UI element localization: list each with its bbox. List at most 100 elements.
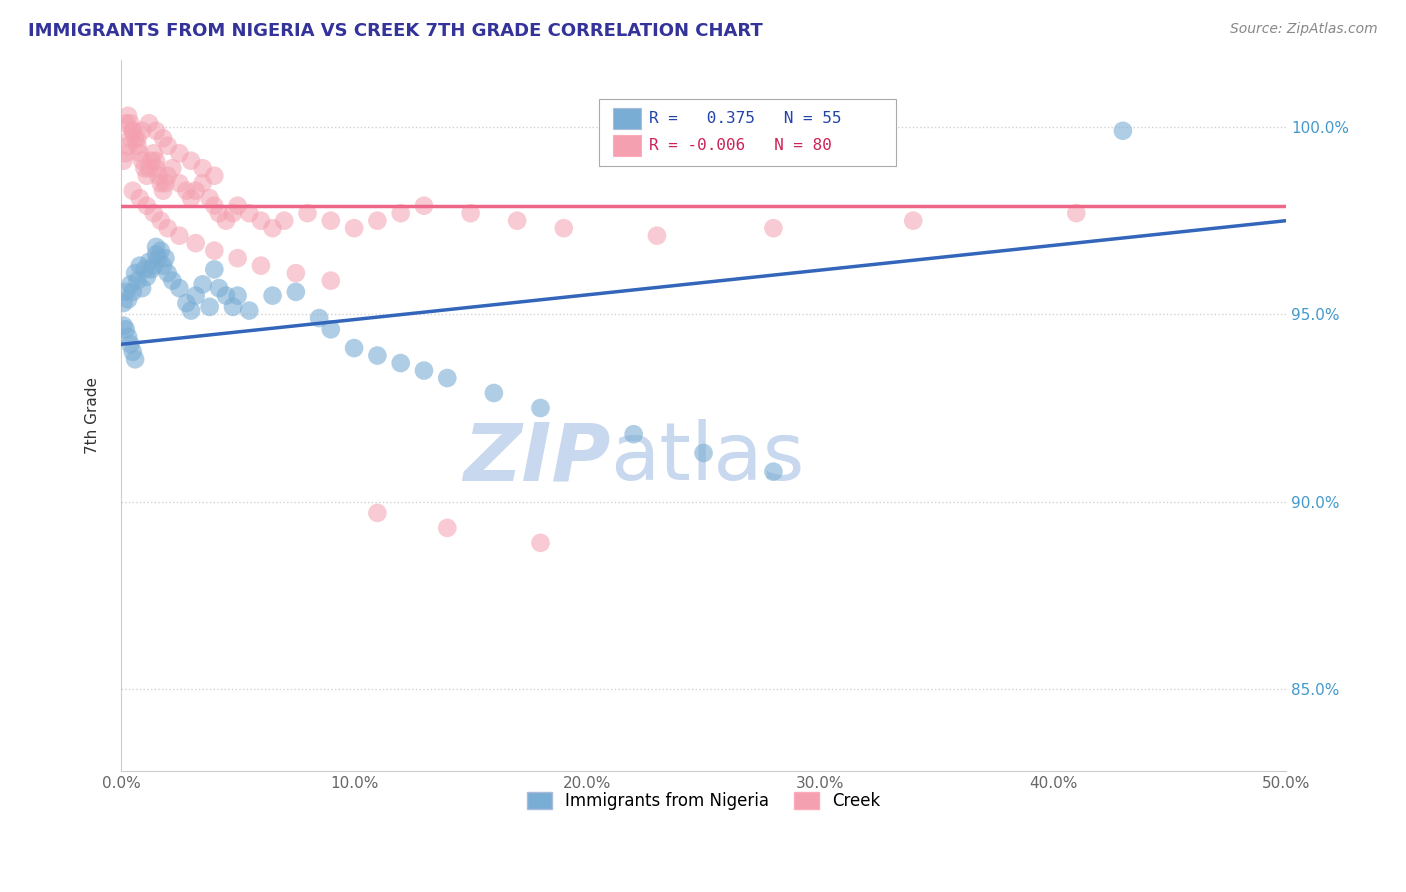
FancyBboxPatch shape (613, 135, 641, 156)
Point (215, 288, 238, 302)
Point (145, 247, 167, 261)
Point (155, 251, 177, 265)
Point (343, 341, 366, 355)
Point (262, 221, 284, 235)
Point (112, 153, 135, 168)
Point (145, 124, 167, 138)
Point (202, 199, 225, 213)
Point (120, 131, 142, 145)
Point (152, 184, 174, 198)
Point (180, 191, 202, 205)
Point (184, 236, 207, 251)
Point (127, 131, 149, 145)
Point (762, 221, 785, 235)
Point (134, 262, 156, 277)
Point (482, 386, 505, 401)
Point (208, 206, 231, 220)
Point (117, 138, 139, 153)
Point (127, 138, 149, 153)
Text: R = -0.006   N = 80: R = -0.006 N = 80 (648, 138, 832, 153)
Text: R =   0.375   N = 55: R = 0.375 N = 55 (648, 112, 841, 126)
Point (226, 251, 249, 265)
Point (529, 536, 551, 550)
Point (131, 124, 153, 138)
Point (142, 146, 165, 161)
Point (120, 337, 142, 351)
Point (180, 153, 202, 168)
Point (366, 349, 388, 363)
Point (436, 371, 458, 385)
FancyBboxPatch shape (613, 108, 641, 129)
Point (215, 213, 238, 227)
Point (529, 401, 551, 415)
Point (413, 363, 436, 377)
Text: IMMIGRANTS FROM NIGERIA VS CREEK 7TH GRADE CORRELATION CHART: IMMIGRANTS FROM NIGERIA VS CREEK 7TH GRA… (28, 22, 763, 40)
Point (114, 146, 136, 161)
Point (191, 161, 214, 176)
Legend: Immigrants from Nigeria, Creek: Immigrants from Nigeria, Creek (520, 785, 887, 816)
Point (180, 303, 202, 318)
Point (222, 206, 245, 220)
Point (149, 213, 172, 227)
Point (1112, 124, 1135, 138)
Text: ZIP: ZIP (463, 419, 610, 497)
Point (114, 322, 136, 336)
Point (903, 213, 925, 227)
Point (141, 262, 163, 277)
Point (145, 161, 167, 176)
Point (208, 281, 231, 295)
Text: atlas: atlas (610, 419, 804, 497)
Point (145, 153, 167, 168)
Point (623, 427, 645, 442)
Point (124, 352, 146, 367)
Point (128, 146, 150, 161)
Point (319, 274, 342, 288)
Point (366, 506, 388, 520)
Point (436, 521, 458, 535)
Point (692, 446, 714, 460)
Point (366, 213, 388, 227)
Point (198, 191, 221, 205)
Point (121, 124, 143, 138)
Point (117, 109, 139, 123)
Point (156, 138, 179, 153)
Point (135, 199, 157, 213)
Point (202, 262, 225, 277)
Point (1064, 206, 1087, 220)
Point (162, 274, 184, 288)
Point (176, 296, 198, 310)
Point (120, 116, 142, 130)
Point (319, 322, 342, 336)
Point (238, 303, 260, 318)
Point (319, 213, 342, 227)
Point (141, 153, 163, 168)
Point (128, 191, 150, 205)
Point (128, 259, 150, 273)
Point (250, 259, 273, 273)
Point (117, 330, 139, 344)
Point (149, 176, 172, 190)
Point (131, 153, 153, 168)
Point (284, 285, 307, 299)
Text: Source: ZipAtlas.com: Source: ZipAtlas.com (1230, 22, 1378, 37)
Point (121, 285, 143, 299)
Point (134, 161, 156, 176)
Point (506, 213, 529, 227)
Point (112, 296, 135, 310)
Point (148, 251, 170, 265)
Point (135, 169, 157, 183)
Point (222, 300, 245, 314)
Point (124, 131, 146, 145)
Point (202, 169, 225, 183)
Point (114, 116, 136, 130)
Point (114, 285, 136, 299)
Point (202, 244, 225, 258)
Point (284, 266, 307, 280)
Point (169, 176, 191, 190)
Point (120, 277, 142, 292)
Point (121, 124, 143, 138)
Point (250, 213, 273, 227)
Point (343, 221, 366, 235)
Point (169, 146, 191, 161)
Point (460, 206, 482, 220)
